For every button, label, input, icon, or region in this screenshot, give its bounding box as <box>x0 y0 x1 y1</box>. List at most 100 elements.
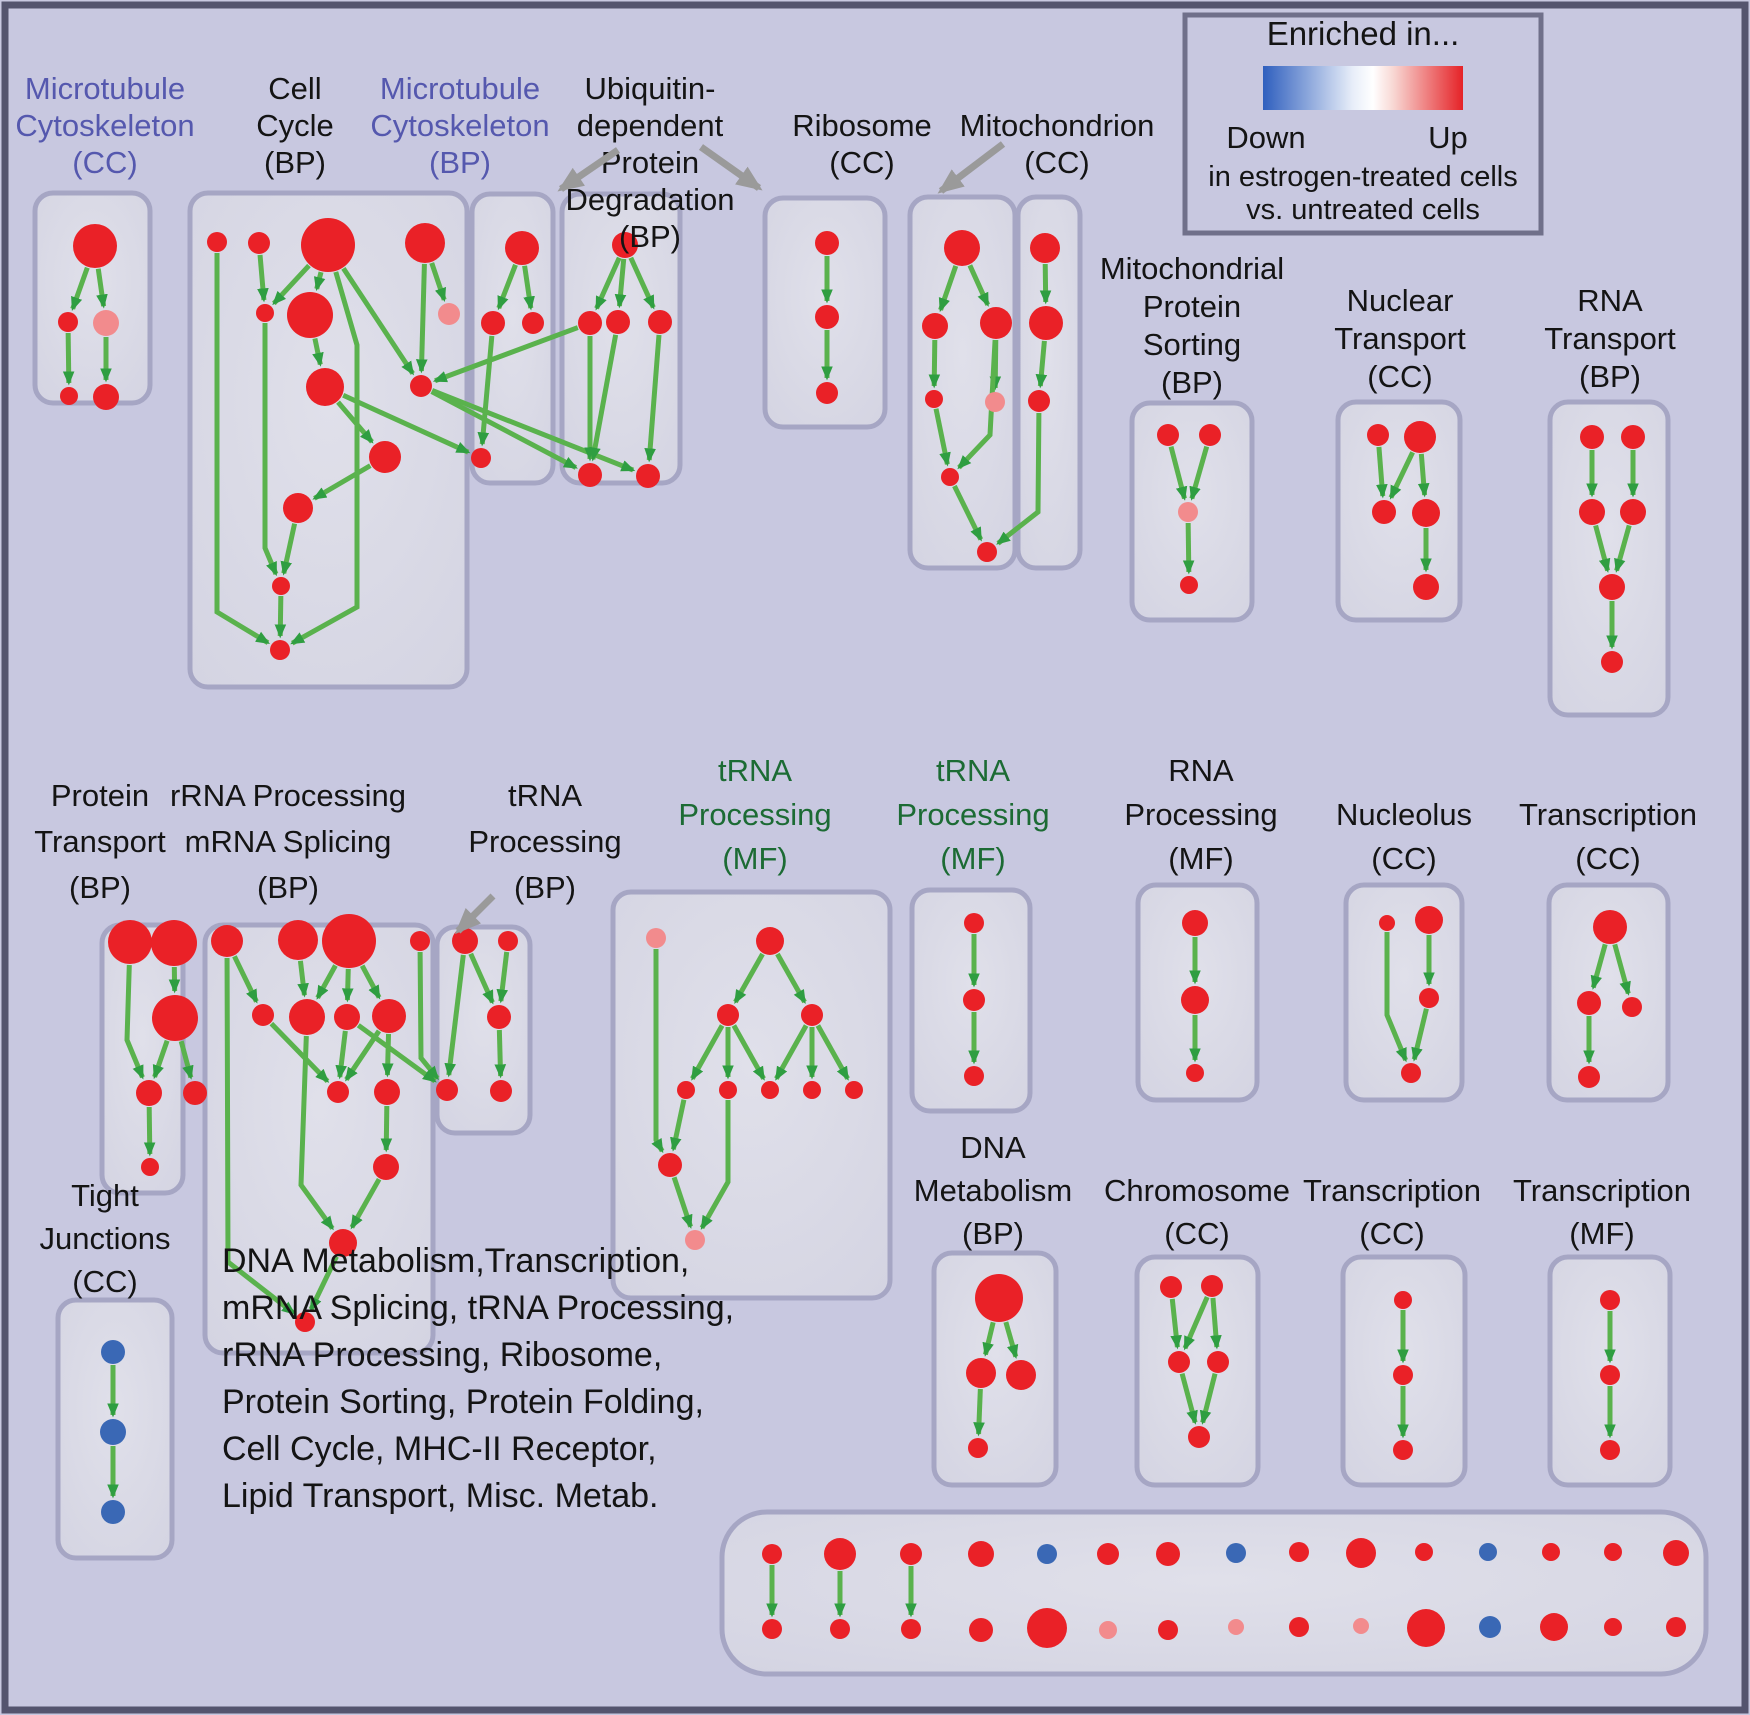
edge-A2-A4 <box>62 332 75 386</box>
node-BB8b <box>1228 1619 1244 1635</box>
edge-D1-D2 <box>982 1321 996 1357</box>
node-RB2 <box>922 313 948 339</box>
node-C7 <box>438 303 460 325</box>
node-X4 <box>1578 1066 1600 1088</box>
edge-RB1-RB3 <box>967 264 991 307</box>
edge-C1-C13 <box>214 253 271 645</box>
cluster-label-mito-sorting: Mitochondrial <box>1100 251 1284 286</box>
edge-R6-R12 <box>298 1035 335 1231</box>
node-J1 <box>101 1340 125 1364</box>
node-A4 <box>60 387 78 405</box>
node-F9 <box>845 1081 863 1099</box>
node-RB6 <box>941 468 959 486</box>
cluster-label-microtubule-cc: Cytoskeleton <box>15 108 194 143</box>
footnote-line: rRNA Processing, Ribosome, <box>222 1336 662 1374</box>
legend-subline: in estrogen-treated cells <box>1208 161 1518 193</box>
node-BB14t <box>1604 1543 1622 1561</box>
node-Q3 <box>1600 1440 1620 1460</box>
cluster-box-ribosome <box>907 194 1018 571</box>
edge-X1-X2 <box>1590 943 1608 990</box>
cluster-label-microtubule-bp: Microtubule <box>380 71 540 106</box>
edge-C5-C12 <box>262 323 279 577</box>
cluster-label-transcription-cc-1: Transcription <box>1519 797 1697 832</box>
cluster-label-tight-junctions: (CC) <box>72 1264 137 1299</box>
edge-P1-P4 <box>124 964 145 1080</box>
node-MB4 <box>471 448 491 468</box>
cluster-label-trna-mf-1: (MF) <box>722 841 787 876</box>
edge-F3-F5 <box>690 1024 725 1081</box>
node-RB5 <box>985 392 1005 412</box>
node-BB13b <box>1540 1613 1568 1641</box>
node-P1 <box>108 920 152 964</box>
edge-A1-A2 <box>70 266 90 312</box>
node-R5 <box>252 1004 274 1026</box>
edge-F3-F7 <box>731 1024 766 1081</box>
node-BB1t <box>762 1544 782 1564</box>
cluster-label-microtubule-bp: (BP) <box>429 145 491 180</box>
node-R4 <box>410 931 430 951</box>
edge-NT1-NT3 <box>1376 446 1388 499</box>
footnote-line: Lipid Transport, Misc. Metab. <box>222 1477 659 1515</box>
footnote-line: Cell Cycle, MHC-II Receptor, <box>222 1430 657 1468</box>
node-H1 <box>1182 910 1208 936</box>
edge-R7-T4 <box>356 1023 437 1084</box>
node-RT2 <box>1621 425 1645 449</box>
edge-U1t-U1m1 <box>594 256 622 311</box>
edge-R5-R9 <box>269 1021 330 1083</box>
node-N1 <box>1379 915 1395 931</box>
node-BB6b <box>1099 1621 1117 1639</box>
node-BB5t <box>1037 1544 1057 1564</box>
node-F10 <box>658 1153 682 1177</box>
node-R13 <box>295 1312 315 1332</box>
node-BB13t <box>1542 1543 1560 1561</box>
edge-N3-N4 <box>1411 1008 1429 1062</box>
cluster-label-transcription-cc-2: Transcription <box>1303 1173 1481 1208</box>
node-R10 <box>374 1079 400 1105</box>
node-F2 <box>756 927 784 955</box>
edge-D1-D3 <box>1003 1321 1019 1359</box>
cluster-label-rna-processing-mf: Processing <box>1124 797 1277 832</box>
cluster-box-chromosome <box>1134 1254 1261 1488</box>
node-F3 <box>717 1004 739 1026</box>
node-A5 <box>93 384 119 410</box>
node-MB2 <box>481 311 505 335</box>
node-NT5 <box>1413 574 1439 600</box>
cluster-label-mito-sorting: Sorting <box>1143 327 1241 362</box>
cluster-box-nucleolus <box>1343 882 1465 1103</box>
edge-R8-R10 <box>381 1033 394 1078</box>
cluster-label-nuclear-transport: (CC) <box>1367 359 1432 394</box>
edge-RB2-RB4 <box>928 339 941 389</box>
node-BB10t <box>1346 1538 1376 1568</box>
cluster-label-cell-cycle: Cell <box>268 71 321 106</box>
node-C8 <box>306 368 344 406</box>
cluster-label-dna-metabolism: DNA <box>960 1130 1026 1165</box>
edge-MB2-MB4 <box>477 335 495 447</box>
node-NT4 <box>1412 499 1440 527</box>
node-BB7b <box>1158 1620 1178 1640</box>
cluster-label-microtubule-cc: (CC) <box>72 145 137 180</box>
node-C6 <box>287 292 333 338</box>
cluster-label-ribosome: (CC) <box>1024 145 1089 180</box>
node-N4 <box>1401 1063 1421 1083</box>
cluster-label-trna-mf-1: Processing <box>678 797 831 832</box>
node-U2a <box>815 231 839 255</box>
legend-gradient-bar <box>1263 66 1463 110</box>
edge-A1-A3 <box>95 268 108 309</box>
cluster-label-mito-sorting: (BP) <box>1161 365 1223 400</box>
edge-K2-K4 <box>1210 1297 1222 1350</box>
node-BB15t <box>1663 1540 1689 1566</box>
edge-U1m1-C9 <box>432 325 579 384</box>
node-BB2b <box>830 1619 850 1639</box>
edge-RT3-RT5 <box>1593 524 1611 573</box>
footnote-line: Protein Sorting, Protein Folding, <box>222 1383 704 1421</box>
node-BB9b <box>1289 1617 1309 1637</box>
edge-R1-R5 <box>232 955 259 1004</box>
node-K2 <box>1201 1275 1223 1297</box>
edge-F5-F10 <box>670 1099 687 1152</box>
node-BB6t <box>1097 1543 1119 1565</box>
node-T1 <box>452 928 478 954</box>
node-D1 <box>975 1274 1023 1322</box>
cluster-label-microtubule-cc: Microtubule <box>25 71 185 106</box>
